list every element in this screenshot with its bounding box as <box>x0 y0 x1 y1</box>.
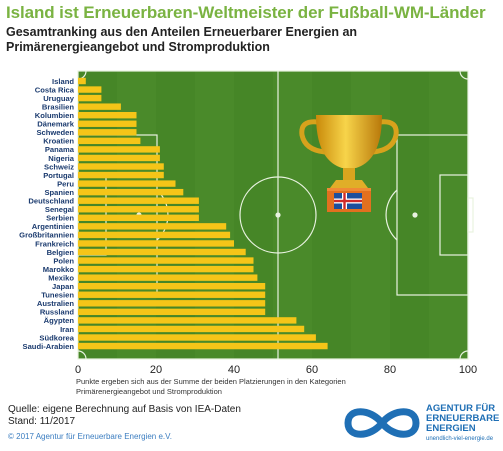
category-label: Mexiko <box>48 273 74 282</box>
pitch-stripe <box>390 71 429 359</box>
category-label: Portugal <box>43 171 74 180</box>
category-label: Spanien <box>44 188 74 197</box>
category-label: Panama <box>45 145 75 154</box>
category-label: Schweden <box>36 128 74 137</box>
category-label: Polen <box>53 256 74 265</box>
bar <box>78 180 176 187</box>
source-block: Quelle: eigene Berechnung auf Basis von … <box>8 404 241 428</box>
x-tick-label: 80 <box>384 364 396 376</box>
bar <box>78 214 199 221</box>
category-label: Schweiz <box>44 162 74 171</box>
bar <box>78 120 137 127</box>
category-label: Brasilien <box>42 102 74 111</box>
category-label: Südkorea <box>39 333 74 342</box>
category-label: Marokko <box>43 265 75 274</box>
source-text: Quelle: eigene Berechnung auf Basis von … <box>8 404 241 415</box>
bar <box>78 197 199 204</box>
bar <box>78 342 328 350</box>
logo-line-2: ERNEUERBARE <box>426 413 500 424</box>
logo-line-3: ENERGIEN <box>426 423 476 434</box>
chart-subtitle: Gesamtranking aus den Anteilen Erneuerba… <box>6 25 358 54</box>
x-axis-ticks: 0 20 40 60 80 100 <box>75 364 477 376</box>
category-label: Island <box>52 77 74 86</box>
category-label: Saudi-Arabien <box>23 342 75 351</box>
category-label: Uruguay <box>43 94 75 103</box>
bar <box>78 129 137 136</box>
iceland-flag-icon <box>334 193 362 209</box>
category-label: Dänemark <box>37 120 74 129</box>
bar <box>78 171 164 179</box>
category-label: Argentinien <box>32 222 75 231</box>
bar <box>78 137 141 145</box>
bar <box>78 103 121 110</box>
bar <box>78 334 316 341</box>
category-label: Nigeria <box>48 154 75 163</box>
bar <box>78 300 266 307</box>
bar <box>78 77 86 85</box>
bar <box>78 94 102 102</box>
category-label: Ägypten <box>44 316 75 325</box>
bar <box>78 283 266 290</box>
bar <box>78 188 184 196</box>
x-tick-label: 20 <box>150 364 162 376</box>
bar <box>78 317 297 324</box>
category-label: Iran <box>60 325 74 334</box>
category-label: Serbien <box>46 214 74 223</box>
bar <box>78 291 266 298</box>
bars-group <box>78 77 328 350</box>
category-label: Russland <box>40 308 75 317</box>
logo-line-1: AGENTUR FÜR <box>426 403 496 414</box>
x-tick-label: 0 <box>75 364 81 376</box>
category-label: Kolumbien <box>35 111 75 120</box>
bar <box>78 248 246 256</box>
category-label: Japan <box>52 282 74 291</box>
category-label: Tunesien <box>41 291 74 300</box>
aee-logo-icon <box>344 408 420 438</box>
aee-logo: AGENTUR FÜR ERNEUERBARE ENERGIEN unendli… <box>342 400 502 446</box>
bar <box>78 163 164 170</box>
bar <box>78 146 160 153</box>
bar <box>78 274 258 281</box>
bar <box>78 112 137 119</box>
copyright-text: © 2017 Agentur für Erneuerbare Energien … <box>8 432 172 441</box>
category-label: Frankreich <box>35 239 74 248</box>
bar <box>78 265 254 273</box>
x-tick-label: 100 <box>459 364 477 376</box>
bar <box>78 257 254 264</box>
x-tick-label: 40 <box>228 364 240 376</box>
chart-note: Punkte ergeben sich aus der Summe der be… <box>76 377 346 396</box>
x-tick-label: 60 <box>306 364 318 376</box>
category-label: Deutschland <box>28 197 74 206</box>
category-label: Australien <box>37 299 74 308</box>
category-label: Costa Rica <box>35 85 75 94</box>
status-date: Stand: 11/2017 <box>8 416 76 427</box>
category-label: Kroatien <box>43 137 74 146</box>
bar <box>78 308 266 316</box>
bar <box>78 154 160 162</box>
bar <box>78 223 227 230</box>
logo-text: AGENTUR FÜR ERNEUERBARE ENERGIEN <box>426 404 499 434</box>
bar <box>78 240 234 247</box>
category-label: Senegal <box>45 205 74 214</box>
category-label: Großbritannien <box>19 231 74 240</box>
bar <box>78 206 199 213</box>
chart-title: Island ist Erneuerbaren-Weltmeister der … <box>6 3 486 22</box>
pitch-stripe <box>312 71 351 359</box>
category-label: Belgien <box>47 248 75 257</box>
logo-url: unendlich-viel-energie.de <box>426 436 494 442</box>
category-label: Peru <box>57 179 74 188</box>
bar <box>78 86 102 93</box>
bar <box>78 231 231 239</box>
bar <box>78 325 305 333</box>
